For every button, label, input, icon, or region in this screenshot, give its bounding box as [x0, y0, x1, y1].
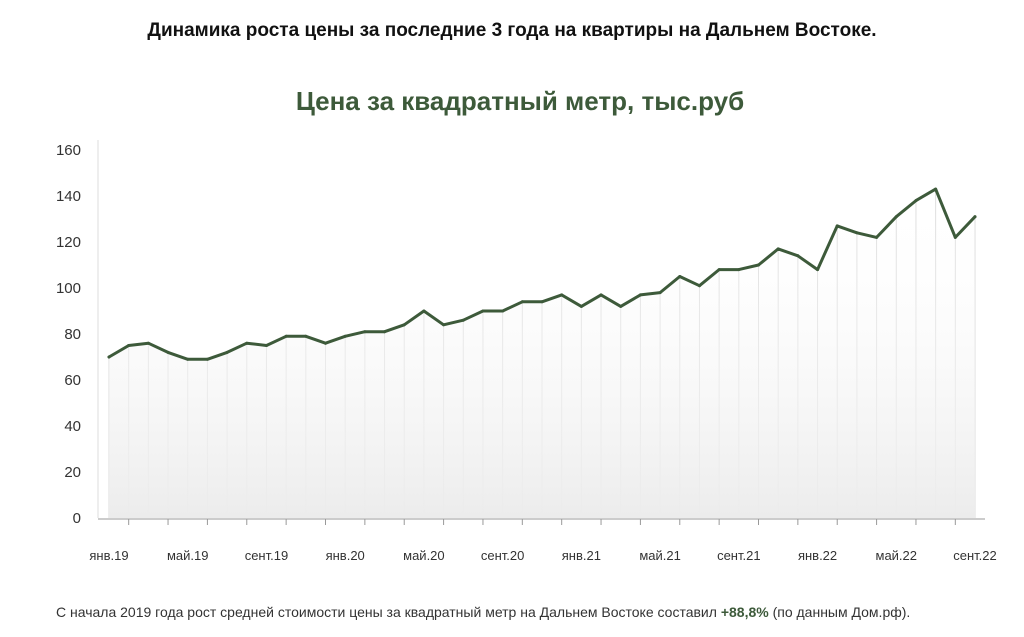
data-point: [501, 309, 505, 313]
x-tick-label: май.22: [876, 548, 918, 563]
data-point: [757, 263, 760, 267]
data-point: [678, 275, 682, 278]
data-point: [697, 284, 701, 288]
data-point: [245, 341, 249, 345]
data-point: [894, 215, 898, 219]
data-point: [658, 291, 662, 295]
data-point: [855, 231, 859, 235]
x-tick-label: янв.19: [89, 548, 128, 563]
data-point: [146, 341, 150, 345]
data-point: [304, 334, 308, 338]
data-point: [422, 309, 426, 313]
data-point: [835, 224, 839, 228]
data-point: [560, 293, 564, 297]
data-point: [363, 330, 367, 334]
data-point: [324, 341, 327, 345]
x-tick-label: янв.22: [798, 548, 837, 563]
x-tick-label: сент.19: [245, 548, 289, 563]
data-point: [383, 330, 387, 334]
data-point: [579, 304, 583, 308]
data-point: [914, 199, 918, 203]
data-point: [520, 300, 524, 304]
area-fill: [109, 189, 975, 518]
footnote-highlight: +88,8%: [720, 604, 769, 620]
x-tick-label: сент.22: [953, 548, 997, 563]
chart-title: Цена за квадратный метр, тыс.руб: [295, 86, 745, 116]
data-point: [540, 300, 544, 304]
y-tick-label: 0: [73, 510, 81, 527]
data-point: [461, 318, 465, 322]
data-point: [264, 344, 268, 347]
data-point: [402, 323, 406, 327]
x-tick-label: сент.20: [481, 548, 525, 563]
data-point: [816, 268, 820, 272]
y-tick-label: 40: [64, 418, 81, 435]
data-point: [343, 334, 347, 338]
data-point: [442, 323, 446, 327]
data-point: [599, 293, 603, 297]
footnote: С начала 2019 года рост средней стоимост…: [56, 604, 1016, 620]
x-tick-label: сент.21: [717, 548, 761, 563]
data-point: [225, 350, 229, 354]
x-tick-label: янв.20: [326, 548, 365, 563]
x-tick-marks: [128, 519, 956, 525]
y-tick-label: 160: [56, 142, 81, 159]
data-point: [481, 309, 485, 313]
y-tick-label: 20: [64, 464, 81, 481]
x-tick-label: янв.21: [562, 548, 601, 563]
data-point: [127, 344, 131, 347]
data-point: [796, 254, 800, 258]
y-tick-label: 120: [56, 234, 81, 251]
y-tick-label: 100: [56, 280, 81, 297]
y-tick-label: 140: [56, 188, 81, 205]
data-point: [638, 293, 642, 297]
x-tick-label: май.19: [167, 548, 209, 563]
page-title: Динамика роста цены за последние 3 года …: [147, 20, 877, 41]
data-point: [107, 355, 111, 359]
x-tick-labels: янв.19 май.19 сент.19 янв.20 май.20 сент.20 ян…: [89, 548, 996, 563]
data-point: [205, 357, 209, 361]
footnote-text: С начала 2019 года рост средней стоимост…: [56, 604, 721, 620]
data-point: [186, 357, 190, 361]
data-point: [717, 268, 721, 272]
x-tick-label: май.20: [403, 548, 445, 563]
data-point: [953, 235, 957, 239]
data-point: [166, 350, 170, 354]
y-tick-label: 80: [64, 326, 81, 343]
line-chart: 0 20 40 60 80 100 120 140 160 янв.19 май.19 сент.1…: [56, 140, 997, 563]
y-tick-label: 60: [64, 372, 81, 389]
data-points: [107, 187, 977, 361]
y-tick-labels: 0 20 40 60 80 100 120 140 160: [56, 142, 81, 527]
x-tick-label: май.21: [639, 548, 681, 563]
data-point: [284, 334, 288, 338]
data-point: [737, 268, 741, 272]
footnote-source: (по данным Дом.рф).: [768, 604, 911, 620]
data-point: [934, 187, 938, 191]
data-point: [619, 304, 623, 308]
data-point: [875, 235, 879, 239]
data-point: [973, 215, 977, 219]
data-point: [776, 247, 780, 251]
